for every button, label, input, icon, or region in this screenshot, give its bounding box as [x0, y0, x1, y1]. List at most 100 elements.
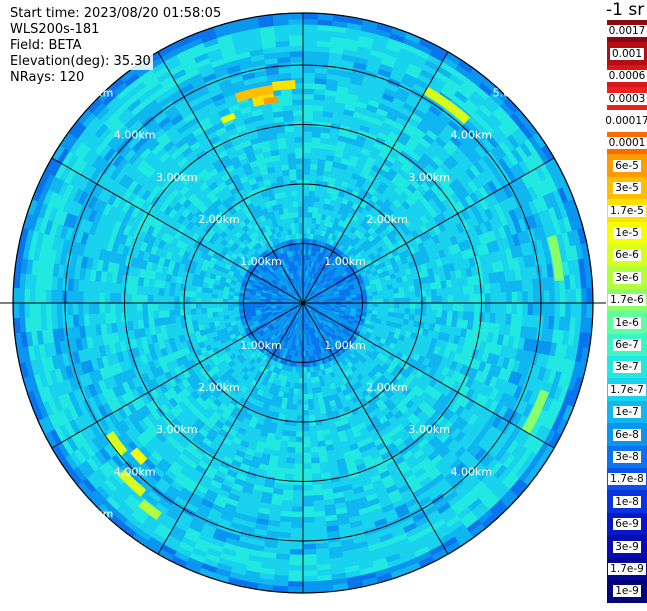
range-gate — [212, 298, 218, 303]
range-gate — [288, 436, 296, 442]
range-gate — [99, 303, 105, 314]
range-gate — [285, 191, 292, 197]
range-gate — [303, 554, 317, 560]
range-gate — [298, 399, 304, 405]
range-gate — [378, 303, 384, 307]
range-gate — [457, 311, 463, 320]
range-gate — [405, 303, 411, 309]
range-gate — [452, 311, 458, 320]
range-gate — [19, 288, 25, 303]
range-gate — [303, 522, 315, 528]
range-gate — [315, 414, 322, 420]
range-gate — [196, 308, 202, 314]
range-gate — [115, 293, 121, 303]
range-gate — [554, 303, 560, 317]
range-gate — [292, 201, 298, 207]
range-gate — [286, 457, 295, 463]
range-gate — [288, 581, 303, 587]
range-gate — [67, 290, 73, 303]
range-gate — [3, 302, 9, 318]
range-gate — [287, 148, 296, 154]
range-gate — [404, 308, 410, 314]
range-gate — [367, 303, 373, 307]
range-gate — [302, 581, 318, 587]
range-gate — [5, 255, 13, 272]
range-gate — [289, 426, 296, 432]
range-gate — [286, 452, 295, 458]
range-gate — [309, 426, 316, 432]
range-gate — [94, 303, 100, 314]
range-gate — [308, 399, 314, 405]
range-gate — [303, 453, 311, 459]
range-gate — [4, 333, 12, 350]
range-gate — [303, 485, 313, 491]
range-gate — [288, 576, 303, 582]
range-gate — [3, 318, 10, 335]
range-gate — [560, 303, 566, 317]
range-gate — [490, 303, 496, 314]
range-gate — [191, 285, 197, 292]
range-gate — [284, 121, 294, 127]
range-gate — [293, 490, 304, 496]
range-gate — [110, 312, 116, 323]
range-gate — [473, 312, 479, 322]
range-gate — [121, 284, 127, 294]
range-gate — [290, 544, 303, 550]
range-gate — [201, 292, 207, 298]
range-gate — [131, 294, 137, 303]
range-gate — [468, 312, 474, 322]
range-gate — [300, 357, 303, 363]
range-gate — [142, 311, 148, 320]
range-gate — [583, 379, 593, 396]
range-gate — [9, 364, 18, 381]
range-gate — [255, 594, 272, 602]
range-gate — [163, 295, 169, 303]
range-gate — [222, 299, 228, 303]
range-gate — [311, 452, 320, 458]
range-gate — [201, 308, 207, 314]
range-gate — [303, 389, 308, 395]
range-gate — [544, 303, 550, 316]
range-gate — [293, 394, 299, 400]
range-gate — [318, 596, 335, 603]
range-gate — [169, 296, 175, 303]
range-gate — [142, 294, 148, 303]
range-gate — [56, 303, 62, 316]
range-gate — [312, 479, 322, 485]
range-gate — [13, 210, 23, 227]
range-gate — [99, 292, 105, 303]
range-gate — [282, 100, 293, 107]
range-gate — [303, 394, 308, 400]
range-gate — [185, 290, 191, 297]
range-gate — [166, 565, 183, 577]
range-gate — [256, 4, 273, 12]
range-gate — [228, 307, 234, 311]
range-gate — [306, 367, 310, 373]
range-gate — [285, 409, 292, 415]
range-gate — [290, 218, 295, 224]
range-gate — [158, 295, 164, 303]
range-gate — [469, 303, 475, 312]
range-gate — [453, 303, 459, 312]
range-gate — [591, 349, 600, 366]
range-gate — [506, 303, 512, 314]
range-gate — [174, 289, 180, 296]
range-gate — [297, 244, 301, 250]
range-gate — [206, 293, 212, 299]
range-gate — [196, 303, 202, 309]
range-gate — [303, 463, 312, 469]
range-gate — [517, 303, 523, 315]
range-gate — [24, 302, 30, 317]
range-gate — [289, 431, 297, 437]
range-gate — [283, 484, 294, 491]
range-gate — [310, 447, 318, 453]
range-gate — [287, 597, 303, 603]
range-gate — [13, 379, 23, 396]
range-gate — [137, 311, 143, 320]
range-gate — [35, 303, 41, 318]
range-gate — [383, 303, 389, 308]
range-gate — [289, 554, 303, 560]
range-gate — [121, 312, 127, 322]
range-gate — [394, 303, 400, 308]
range-gate — [88, 291, 94, 303]
